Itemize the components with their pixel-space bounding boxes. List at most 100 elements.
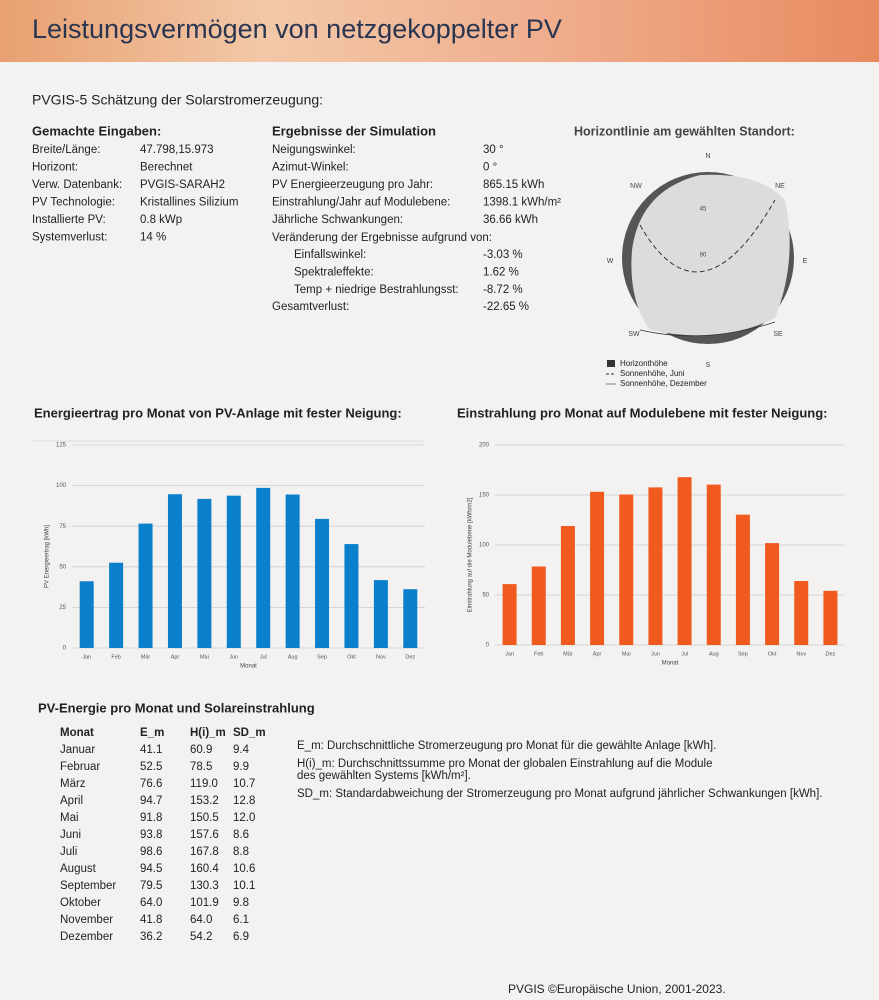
table-cell: 41.1 bbox=[140, 744, 162, 756]
bar bbox=[735, 514, 750, 645]
table-cell: Mai bbox=[60, 812, 79, 824]
table-header: E_m bbox=[140, 727, 164, 739]
input-label: Verw. Datenbank: bbox=[32, 179, 122, 191]
table-cell: 9.4 bbox=[233, 744, 250, 756]
x-axis-label: Monat bbox=[240, 664, 257, 670]
result-value: 0 ° bbox=[483, 162, 497, 174]
legend-label: Sonnenhöhe, Juni bbox=[620, 369, 685, 378]
table-cell: 41.8 bbox=[140, 914, 162, 926]
y-tick-label: 50 bbox=[59, 564, 66, 570]
x-tick-label: Dez bbox=[405, 654, 415, 660]
input-value: 0.8 kWp bbox=[140, 214, 182, 226]
result-label: Einstrahlung/Jahr auf Modulebene: bbox=[272, 197, 450, 209]
result-label: Neigungswinkel: bbox=[272, 144, 356, 156]
x-tick-label: Apr bbox=[593, 651, 602, 657]
note: E_m: Durchschnittliche Stromerzeugung pr… bbox=[297, 740, 716, 752]
note: SD_m: Standardabweichung der Stromerzeug… bbox=[297, 788, 822, 800]
input-value: Kristallines Silizium bbox=[140, 197, 238, 209]
table-cell: 54.2 bbox=[190, 931, 212, 943]
y-axis-label: Einstrahlung auf die Modulebene [kWh/m2] bbox=[468, 497, 474, 612]
bar bbox=[197, 498, 212, 648]
input-value: 47.798,15.973 bbox=[140, 144, 214, 156]
title: Leistungsvermögen von netzgekoppelter PV bbox=[32, 14, 562, 44]
compass-label: N bbox=[705, 153, 710, 160]
table-cell: Juni bbox=[60, 829, 81, 841]
x-tick-label: Jun bbox=[651, 651, 660, 657]
input-value: 14 % bbox=[140, 232, 166, 244]
table-cell: 64.0 bbox=[190, 914, 212, 926]
y-tick-label: 150 bbox=[479, 493, 490, 499]
x-tick-label: Mai bbox=[622, 651, 631, 657]
table-cell: Januar bbox=[60, 744, 95, 756]
y-axis-label: PV Energieertrag [kWh] bbox=[45, 525, 51, 588]
x-tick-label: Jun bbox=[229, 654, 238, 660]
x-tick-label: Okt bbox=[347, 654, 356, 660]
total-value: -22.65 % bbox=[483, 301, 529, 313]
table-cell: 130.3 bbox=[190, 880, 219, 892]
y-tick-label: 100 bbox=[479, 543, 490, 549]
sun-december bbox=[639, 321, 776, 337]
table-cell: 10.1 bbox=[233, 880, 255, 892]
table-cell: 94.5 bbox=[140, 863, 162, 875]
x-tick-label: Jul bbox=[260, 654, 267, 660]
change-label: Temp + niedrige Bestrahlungsst: bbox=[294, 284, 459, 296]
bar bbox=[765, 543, 780, 645]
table-cell: 60.9 bbox=[190, 744, 212, 756]
sky-area bbox=[631, 174, 790, 336]
horizon-diagram bbox=[606, 172, 794, 385]
x-tick-label: Dez bbox=[826, 651, 836, 657]
bar bbox=[648, 487, 663, 645]
table-title: PV-Energie pro Monat und Solareinstrahlu… bbox=[38, 700, 315, 715]
bar bbox=[285, 494, 300, 648]
y-tick-label: 125 bbox=[56, 443, 67, 449]
table-cell: 8.8 bbox=[233, 846, 249, 858]
input-label: Breite/Länge: bbox=[32, 144, 100, 156]
table-cell: November bbox=[60, 914, 113, 926]
table-cell: 79.5 bbox=[140, 880, 162, 892]
table-cell: 12.8 bbox=[233, 795, 255, 807]
y-tick-label: 100 bbox=[56, 483, 67, 489]
compass-label: SW bbox=[628, 331, 640, 338]
y-tick-label: 200 bbox=[479, 443, 490, 449]
x-tick-label: Sep bbox=[317, 654, 327, 660]
table-cell: 12.0 bbox=[233, 812, 255, 824]
bar bbox=[677, 477, 692, 645]
table-cell: März bbox=[60, 778, 86, 790]
compass-label: NW bbox=[630, 183, 642, 190]
table-cell: 78.5 bbox=[190, 761, 212, 773]
table-cell: Dezember bbox=[60, 931, 113, 943]
change-label: Einfallswinkel: bbox=[294, 249, 366, 261]
x-tick-label: Sep bbox=[738, 651, 748, 657]
result-label: Azimut-Winkel: bbox=[272, 162, 349, 174]
input-value: PVGIS-SARAH2 bbox=[140, 179, 225, 191]
legend-swatch bbox=[607, 360, 615, 367]
compass-label: W bbox=[607, 258, 614, 265]
input-label: PV Technologie: bbox=[32, 197, 115, 209]
change-label: Spektraleffekte: bbox=[294, 267, 374, 279]
legend-label: Horizonthöhe bbox=[620, 359, 668, 368]
y-tick-label: 0 bbox=[63, 646, 67, 652]
table-cell: 8.6 bbox=[233, 829, 249, 841]
bar bbox=[619, 494, 634, 645]
input-value: Berechnet bbox=[140, 162, 193, 174]
y-tick-label: 50 bbox=[482, 593, 489, 599]
result-value: 30 ° bbox=[483, 144, 504, 156]
table-cell: 153.2 bbox=[190, 795, 219, 807]
table-cell: Februar bbox=[60, 761, 100, 773]
y-tick-label: 25 bbox=[59, 605, 66, 611]
bar bbox=[706, 484, 721, 645]
bar bbox=[373, 580, 388, 648]
x-tick-label: Aug bbox=[288, 654, 298, 660]
table-cell: August bbox=[60, 863, 97, 875]
change-value: -3.03 % bbox=[483, 249, 523, 261]
change-value: 1.62 % bbox=[483, 267, 519, 279]
table-cell: 150.5 bbox=[190, 812, 219, 824]
y-tick-label: 0 bbox=[486, 643, 490, 649]
change-value: -8.72 % bbox=[483, 284, 523, 296]
chart-title: Einstrahlung pro Monat auf Modulebene mi… bbox=[457, 405, 828, 420]
table-cell: Oktober bbox=[60, 897, 101, 909]
compass-label: E bbox=[803, 258, 808, 265]
subtitle: PVGIS-5 Schätzung der Solarstromerzeugun… bbox=[32, 92, 323, 108]
bar bbox=[531, 566, 546, 645]
